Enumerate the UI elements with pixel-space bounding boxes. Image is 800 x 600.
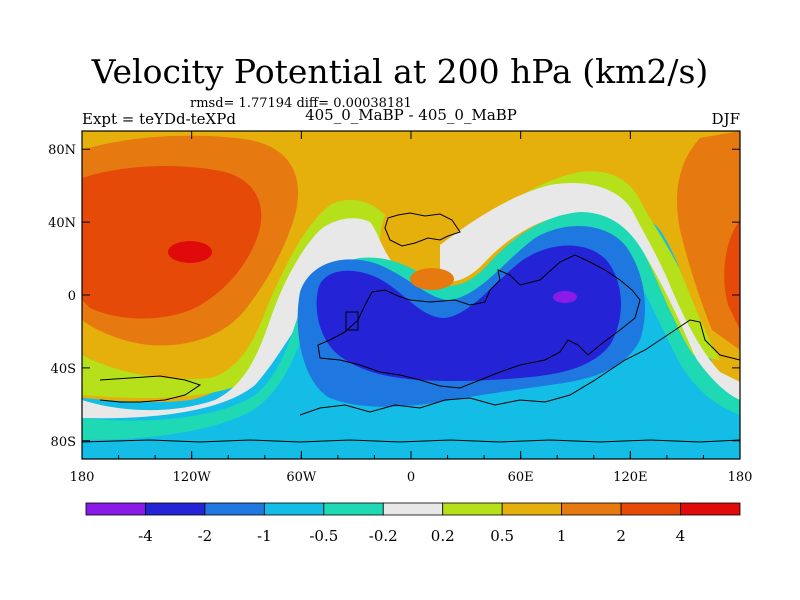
- stats-label: rmsd= 1.77194 diff= 0.00038181: [190, 96, 412, 111]
- contour-level-neg4-neg2: [316, 245, 622, 382]
- colorbar-swatch: [145, 502, 206, 516]
- y-tick-label: 40S: [51, 362, 76, 377]
- colorbar-swatch: [204, 502, 265, 516]
- colorbar-label: -4: [138, 527, 153, 545]
- colorbar-label: 0.5: [490, 527, 514, 545]
- colorbar-swatch: [680, 502, 741, 516]
- contour-level-below-neg4: [553, 291, 577, 303]
- chart-title: Velocity Potential at 200 hPa (km2/s): [91, 52, 709, 91]
- contour-level-above-4: [168, 241, 212, 263]
- y-tick-label: 80N: [48, 143, 76, 158]
- contour-level-2-4-west: [82, 166, 262, 319]
- y-axis: 80N 40N 0 40S 80S: [48, 143, 740, 450]
- colorbar-swatch: [323, 502, 384, 516]
- colorbar-swatch: [561, 502, 622, 516]
- x-tick-label: 60W: [286, 470, 317, 485]
- colorbar-label: 4: [676, 527, 686, 545]
- contour-level-1-2-east: [676, 131, 740, 350]
- x-axis: 180 120W 60W 0 60E 120E 180: [70, 131, 753, 485]
- colorbar-label: 1: [557, 527, 567, 545]
- contour-level-neg0.2-0.2-west: [82, 218, 392, 419]
- contour-blob-orange: [410, 268, 454, 290]
- x-tick-label: 120E: [613, 470, 647, 485]
- y-tick-label: 80S: [51, 435, 76, 450]
- x-tick-label: 0: [407, 470, 415, 485]
- colorbar-label: 2: [616, 527, 626, 545]
- colorbar-label: -2: [198, 527, 213, 545]
- y-tick-label: 40N: [48, 216, 76, 231]
- coastline-south: [299, 319, 740, 416]
- colorbar-label: -0.2: [369, 527, 398, 545]
- colorbar-swatch: [85, 502, 146, 516]
- colorbar-label: -0.5: [309, 527, 338, 545]
- colorbar-swatch: [263, 502, 325, 516]
- colorbar-label: -1: [257, 527, 272, 545]
- x-tick-label: 180: [728, 470, 753, 485]
- colorbar-swatch: [501, 502, 563, 516]
- coastline-antarctic: [82, 439, 740, 443]
- season-label: DJF: [711, 110, 740, 128]
- case-label: 405_0_MaBP - 405_0_MaBP: [305, 106, 517, 124]
- x-tick-label: 60E: [508, 470, 534, 485]
- contour-fill-layer: [82, 131, 740, 459]
- colorbar-swatch: [442, 502, 503, 516]
- contour-level-2-4-east: [724, 220, 740, 330]
- coastline-south-america: [99, 375, 202, 403]
- colorbar: -4 -2 -1 -0.5 -0.2 0.2 0.5 1 2 4: [85, 502, 741, 545]
- colorbar-swatch: [620, 502, 681, 516]
- colorbar-label: 0.2: [431, 527, 455, 545]
- coastlines: [82, 212, 740, 443]
- experiment-label: Expt = teYDd-teXPd: [82, 110, 236, 128]
- coastline-africa: [317, 254, 641, 389]
- y-tick-label: 0: [68, 289, 76, 304]
- coastline-island: [345, 311, 359, 331]
- coastline-eurasia: [384, 212, 461, 247]
- colorbar-swatch: [382, 502, 444, 516]
- x-tick-label: 120W: [173, 470, 212, 485]
- x-tick-label: 180: [70, 470, 95, 485]
